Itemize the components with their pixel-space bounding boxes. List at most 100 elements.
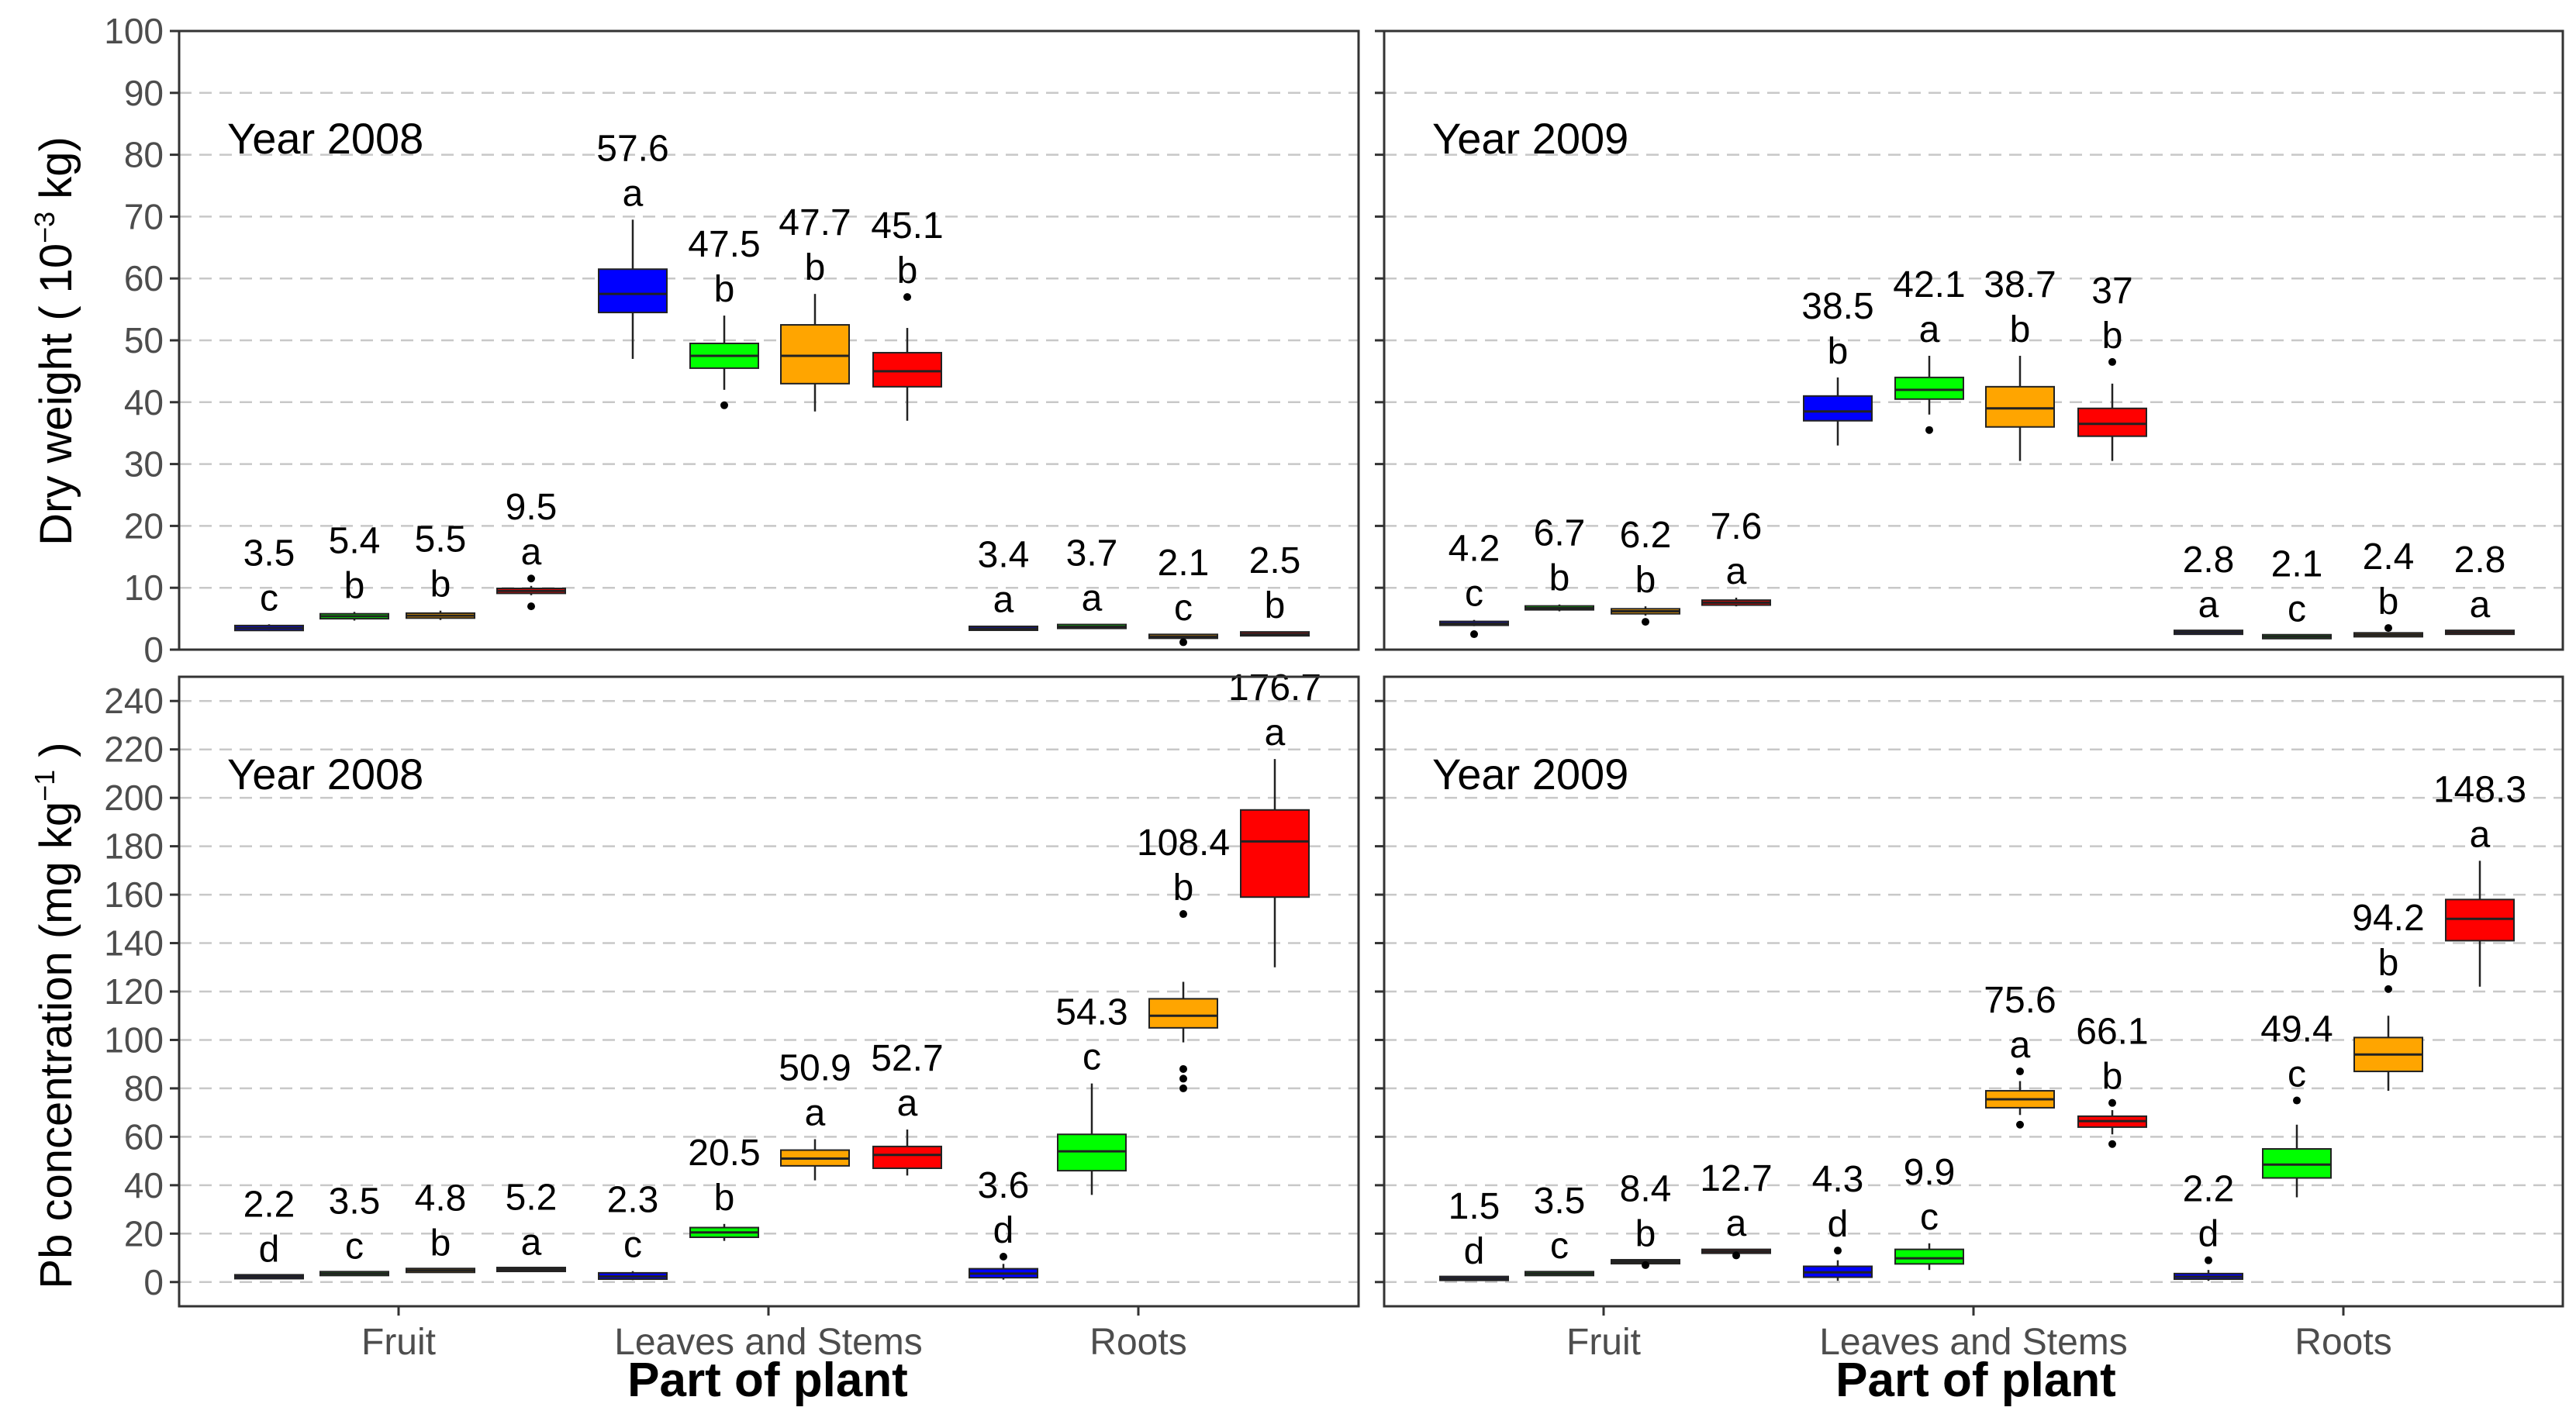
outlier-point [2016,1120,2024,1129]
outlier-point [1179,1064,1187,1073]
x-tick-label: Roots [2295,1322,2391,1363]
mean-value-label: 9.5 [506,487,558,528]
box-leaves-and-stems-2: c9.9 [1894,1152,1964,1271]
outlier-point [527,574,535,583]
significance-letter: c [345,1226,364,1268]
outlier-point [2108,357,2116,366]
outlier-point [720,401,728,409]
outlier-point [2293,1096,2301,1105]
outlier-point [1732,1251,1740,1260]
significance-letter: a [897,1083,918,1124]
box-fruit-3: b4.8 [406,1178,475,1274]
outlier-point [2108,1140,2116,1148]
y-tick-label: 20 [124,1213,164,1254]
box-leaves-and-stems-2: b20.5 [688,1133,761,1241]
panel-year-label: Year 2008 [227,114,423,163]
mean-value-label: 176.7 [1228,667,1321,709]
outlier-point [1834,1247,1842,1255]
box-leaves-and-stems-2: a42.1 [1893,264,1966,434]
box-leaves-and-stems-4: a52.7 [871,1038,944,1176]
box-fruit-1: d1.5 [1439,1186,1509,1281]
y-tick-label: 160 [104,874,164,915]
significance-letter: b [897,250,918,291]
significance-letter: d [993,1210,1014,1251]
y-axis-title-top-main: Dry weight ( 10 [31,243,81,546]
significance-letter: c [2288,1054,2306,1095]
significance-letter: b [1828,331,1849,372]
mean-value-label: 6.2 [1620,515,1672,556]
box-leaves-and-stems-3: b38.7 [1984,264,2056,461]
x-axis-title-right: Part of plant [1835,1354,2116,1407]
box-fruit-3: b5.5 [406,519,475,620]
mean-value-label: 5.4 [329,520,381,561]
box-body [1148,998,1218,1029]
box-roots-2: c49.4 [2260,1009,2333,1198]
y-tick-label: 0 [143,1262,164,1302]
mean-value-label: 3.5 [243,533,295,574]
box-roots-2: c54.3 [1055,992,1128,1195]
outlier-point [1179,1084,1187,1092]
y-tick-label: 220 [104,729,164,770]
y-axis-title-top-exp: −3 [29,212,60,243]
mean-value-label: 94.2 [2352,898,2424,939]
box-leaves-and-stems-1: c2.3 [598,1180,668,1281]
significance-letter: b [430,564,451,605]
box-roots-2: c2.1 [2262,544,2332,640]
significance-letter: b [1173,867,1194,909]
significance-letter: a [1726,1203,1747,1244]
box-roots-3: b94.2 [2352,898,2425,1092]
y-tick-label: 140 [104,923,164,964]
significance-letter: b [430,1223,451,1264]
y-tick-label: 50 [124,320,164,360]
box-roots-2: a3.7 [1057,533,1127,629]
box-fruit-2: b6.7 [1525,513,1594,612]
box-roots-3: c2.1 [1148,543,1218,647]
outlier-point [903,293,911,302]
significance-letter: a [623,173,644,214]
box-body [1240,809,1310,898]
significance-letter: a [2010,1025,2031,1066]
mean-value-label: 2.8 [2183,540,2235,581]
x-tick-label: Fruit [1566,1322,1641,1363]
mean-value-label: 3.5 [329,1181,381,1223]
significance-letter: a [1726,551,1747,592]
outlier-point [2384,985,2392,993]
panel-bottom-left: 0 20 40 60 80 100 120 140 160 180 200 220 240 Fruit Le… [104,667,1360,1363]
y-tick-label: 80 [124,135,164,175]
box-roots-1: a2.8 [2174,540,2243,636]
mean-value-label: 38.5 [1801,286,1873,327]
outlier-point [1000,1252,1007,1261]
significance-letter: c [1550,1226,1569,1267]
y-axis-title-bottom-exp: −1 [29,770,60,802]
mean-value-label: 4.2 [1449,529,1500,570]
significance-letter: b [805,247,826,288]
panel-border [1383,675,2564,1308]
box-body [1894,376,1964,400]
mean-value-label: 4.3 [1812,1159,1864,1200]
mean-value-label: 108.4 [1137,823,1230,864]
mean-value-label: 2.8 [2454,540,2506,581]
significance-letter: b [714,1178,735,1219]
box-roots-1: a3.4 [969,535,1038,631]
outlier-point [527,602,535,611]
panel-border [178,675,1360,1308]
significance-letter: a [1082,578,1103,619]
y-tick-label: 10 [124,567,164,608]
y-tick-label: 240 [104,681,164,721]
mean-value-label: 47.7 [779,202,851,243]
mean-value-label: 47.5 [688,224,760,265]
mean-value-label: 57.6 [596,128,668,169]
y-tick-label: 120 [104,971,164,1012]
mean-value-label: 2.2 [2183,1169,2235,1210]
x-tick-label: Leaves and Stems [1819,1322,2128,1363]
box-body [872,1145,942,1169]
box-fruit-2: b5.4 [319,520,389,621]
significance-letter: a [1265,712,1286,754]
panel-border [178,29,1360,651]
